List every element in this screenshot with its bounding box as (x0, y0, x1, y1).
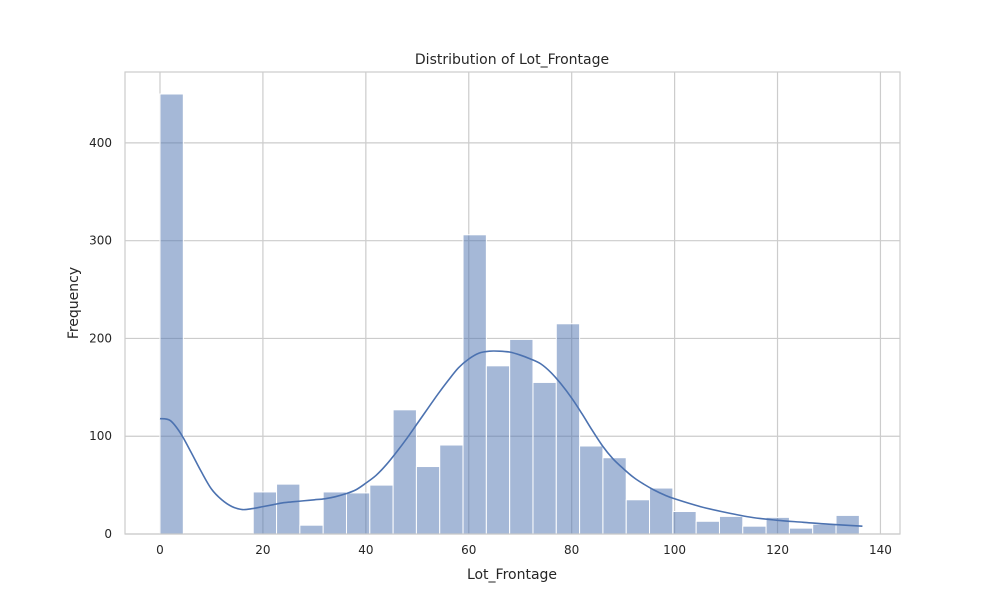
histogram-bar (369, 484, 394, 535)
y-tick-label: 0 (104, 527, 112, 541)
y-tick-label: 300 (89, 234, 112, 248)
histogram-bar (742, 525, 767, 535)
x-tick-label: 120 (766, 543, 789, 557)
x-tick-label: 80 (564, 543, 579, 557)
x-tick-label: 40 (358, 543, 373, 557)
y-tick-label: 400 (89, 136, 112, 150)
histogram-bars (159, 93, 860, 535)
x-tick-label: 60 (461, 543, 476, 557)
y-axis-ticks: 0 100 200 300 400 (89, 136, 112, 541)
histogram-bar (532, 381, 557, 535)
histogram-bar (276, 483, 301, 535)
histogram-bar (555, 323, 581, 535)
histogram-bar (625, 499, 651, 535)
y-tick-label: 100 (89, 429, 112, 443)
histogram-bar (649, 487, 674, 535)
histogram-bar (415, 466, 441, 535)
chart-title: Distribution of Lot_Frontage (415, 52, 609, 68)
histogram-bar (439, 444, 464, 535)
histogram-bar (812, 523, 837, 535)
x-tick-label: 0 (156, 543, 164, 557)
histogram-bar (695, 520, 720, 535)
histogram-bar (159, 93, 184, 535)
y-axis-label: Frequency (66, 267, 82, 339)
histogram-bar (788, 527, 814, 535)
histogram-bar (509, 338, 534, 535)
y-tick-label: 200 (89, 331, 112, 345)
plot-frame (124, 71, 901, 535)
histogram-bar (718, 515, 744, 535)
histogram-bar (299, 524, 324, 535)
x-tick-label: 100 (663, 543, 686, 557)
histogram-bar (485, 365, 511, 535)
kde-curve (159, 350, 863, 527)
histogram-bar (345, 492, 371, 535)
x-tick-label: 20 (255, 543, 270, 557)
histogram-bar (579, 445, 604, 535)
x-axis-label: Lot_Frontage (467, 567, 557, 583)
x-tick-label: 140 (869, 543, 892, 557)
histogram-bar (252, 491, 278, 535)
histogram-bar (462, 234, 487, 535)
x-axis-ticks: 0 20 40 60 80 100 120 140 (156, 543, 892, 557)
histogram-bar (672, 511, 697, 535)
